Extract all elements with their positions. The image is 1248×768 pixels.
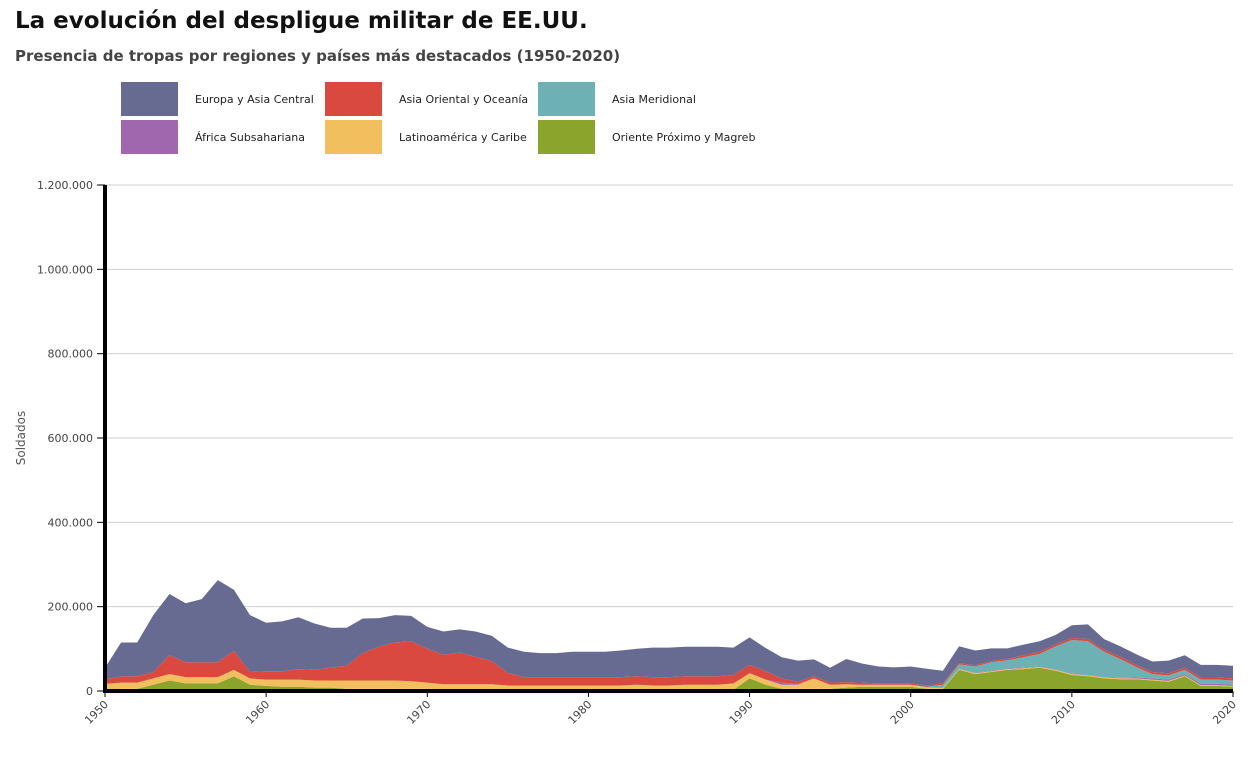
y-axis-title: Soldados bbox=[14, 411, 28, 465]
y-tick-label: 1.000.000 bbox=[37, 263, 93, 276]
gridlines bbox=[105, 184, 1233, 608]
area-latinoamerica-y-caribe bbox=[105, 667, 1233, 691]
area-oriente-proximo-y-magreb bbox=[105, 667, 1233, 691]
legend-label-africa: África Subsahariana bbox=[195, 130, 306, 144]
legend-item-latinoamerica: Latinoamérica y Caribe bbox=[325, 120, 527, 154]
legend: Europa y Asia Central Asia Oriental y Oc… bbox=[121, 82, 881, 156]
area-asia-oriental-y-oceania bbox=[105, 637, 1233, 687]
area-asia-meridional bbox=[105, 640, 1233, 688]
x-tick-label: 1960 bbox=[243, 698, 272, 727]
legend-swatch-europa bbox=[121, 82, 178, 116]
y-tick-label: 400.000 bbox=[48, 516, 94, 529]
chart-title: La evolución del despligue militar de EE… bbox=[15, 8, 588, 34]
y-tick-label: 1.200.000 bbox=[37, 179, 93, 192]
legend-item-asia-meridional: Asia Meridional bbox=[538, 82, 696, 116]
y-tick-label: 600.000 bbox=[48, 432, 94, 445]
legend-label-asia-oriental: Asia Oriental y Oceanía bbox=[399, 92, 529, 106]
legend-label-oriente: Oriente Próximo y Magreb bbox=[612, 130, 756, 144]
legend-swatch-oriente bbox=[538, 120, 595, 154]
legend-label-latinoamerica: Latinoamérica y Caribe bbox=[399, 130, 527, 144]
legend-swatch-asia-oriental bbox=[325, 82, 382, 116]
x-tick-label: 1980 bbox=[566, 698, 595, 727]
legend-swatch-asia-meridional bbox=[538, 82, 595, 116]
y-tick-labels: 0 200.000 400.000 600.000 800.000 1.000.000 1.… bbox=[37, 179, 105, 698]
legend-swatch-africa bbox=[121, 120, 178, 154]
legend-item-africa: África Subsahariana bbox=[121, 120, 305, 154]
x-tick-label: 2010 bbox=[1049, 698, 1078, 727]
y-tick-label: 0 bbox=[86, 685, 93, 698]
area-series bbox=[105, 580, 1233, 691]
x-tick-label: 1950 bbox=[82, 698, 111, 727]
y-tick-label: 200.000 bbox=[48, 601, 94, 614]
x-tick-labels: 1950 1960 1970 1980 1990 2000 2010 2020 bbox=[82, 691, 1239, 727]
legend-swatch-latinoamerica bbox=[325, 120, 382, 154]
area-europa-y-asia-central bbox=[105, 580, 1233, 686]
legend-label-europa: Europa y Asia Central bbox=[195, 92, 314, 106]
axes bbox=[103, 185, 1233, 693]
y-tick-label: 800.000 bbox=[48, 348, 94, 361]
x-tick-label: 1990 bbox=[727, 698, 756, 727]
x-tick-label: 2020 bbox=[1210, 698, 1239, 727]
x-tick-label: 2000 bbox=[888, 698, 917, 727]
chart-subtitle: Presencia de tropas por regiones y paíse… bbox=[15, 47, 621, 65]
legend-item-oriente: Oriente Próximo y Magreb bbox=[538, 120, 755, 154]
legend-item-asia-oriental: Asia Oriental y Oceanía bbox=[325, 82, 528, 116]
x-tick-label: 1970 bbox=[404, 698, 433, 727]
stacked-area-chart: 0 200.000 400.000 600.000 800.000 1.000.000 1.… bbox=[14, 179, 1239, 727]
legend-label-asia-meridional: Asia Meridional bbox=[612, 92, 696, 106]
legend-item-europa: Europa y Asia Central bbox=[121, 82, 314, 116]
